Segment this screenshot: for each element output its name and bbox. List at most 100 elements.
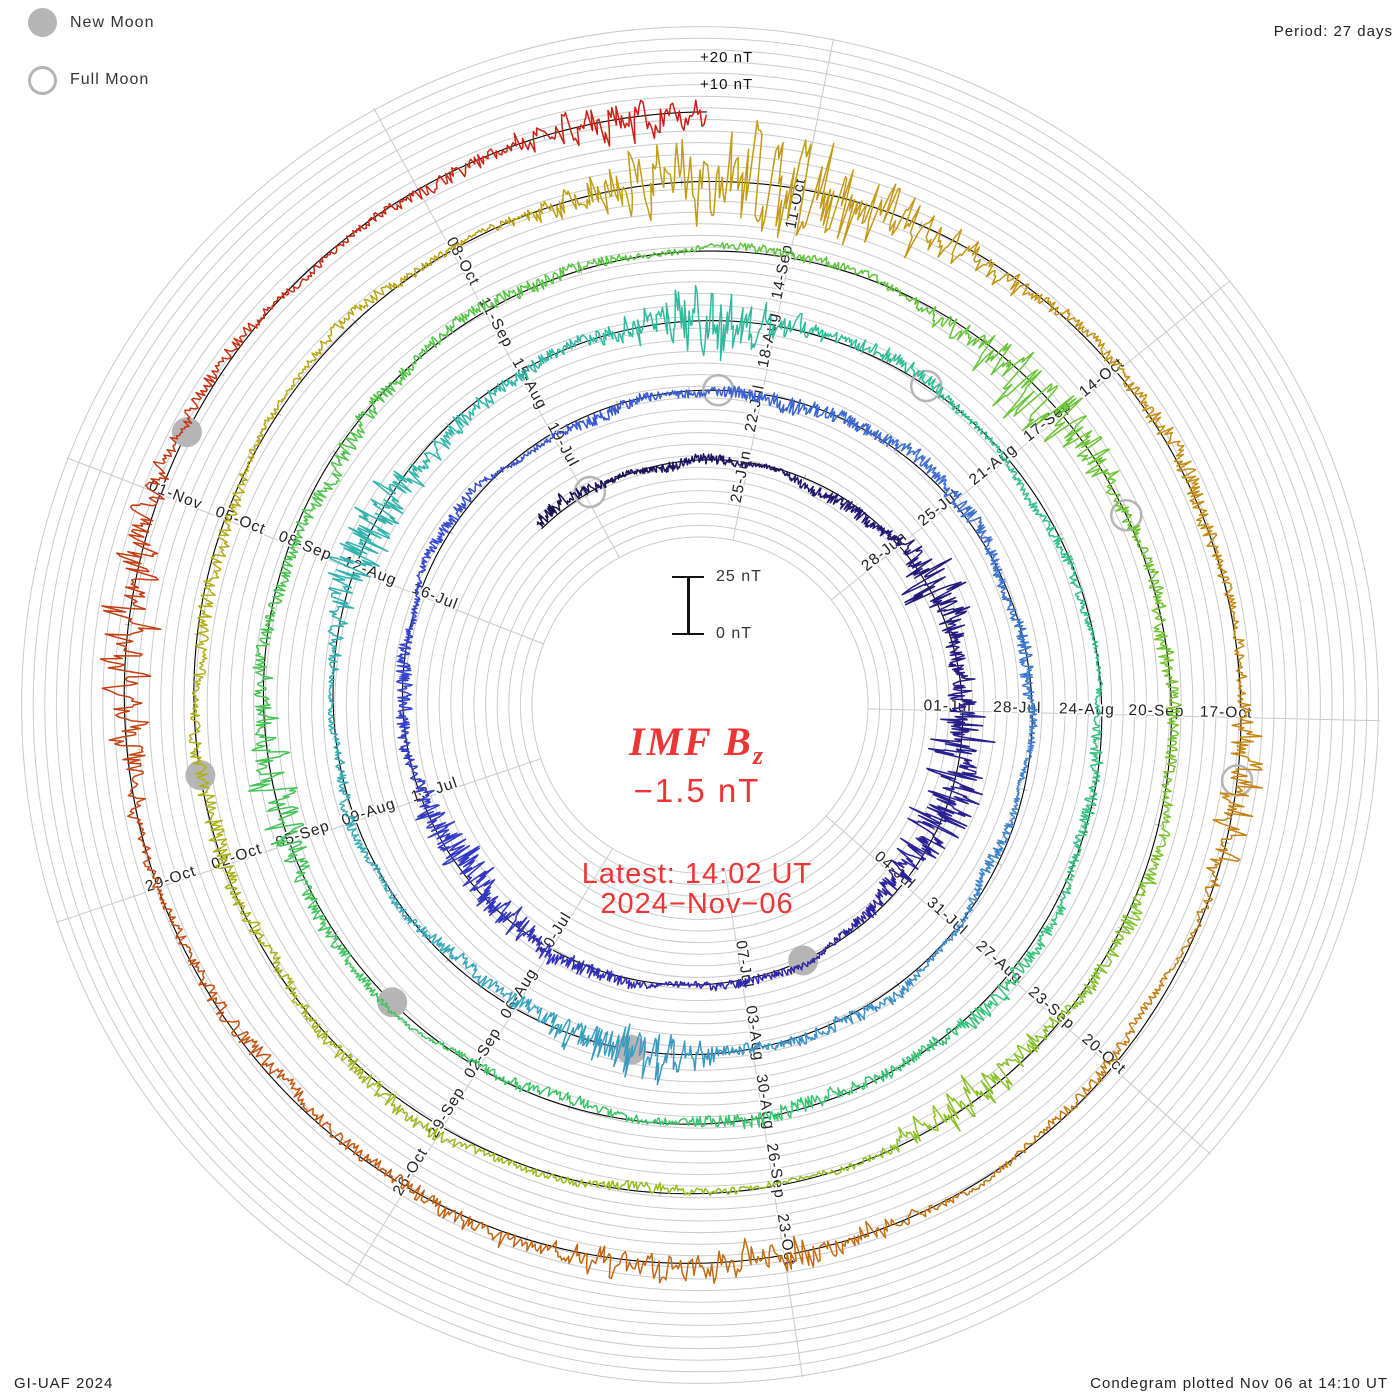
bz-trace-segment — [322, 1040, 366, 1080]
grid-ring — [276, 281, 1124, 1129]
bz-trace-segment — [992, 572, 1013, 606]
bz-trace-segment — [1048, 983, 1093, 1024]
grid-ring — [90, 95, 1310, 1315]
bz-trace-segment — [497, 1156, 548, 1179]
bz-trace-segment — [291, 1000, 329, 1045]
bz-trace-segment — [896, 1108, 939, 1153]
bz-trace-segment — [463, 132, 517, 178]
grid-ring — [369, 374, 1031, 1036]
bz-trace-segment — [1006, 948, 1041, 986]
bz-trace-segment — [1100, 1021, 1138, 1069]
bz-trace-segment — [605, 253, 654, 267]
bz-trace-segment — [402, 1111, 450, 1144]
bz-trace-segment — [891, 438, 924, 463]
grid-ring — [183, 188, 1217, 1222]
bz-trace-segment — [192, 756, 217, 809]
bz-trace-segment — [827, 1076, 868, 1101]
bz-trace-segment — [657, 284, 701, 352]
grid-ring — [195, 200, 1205, 1210]
grid-ring — [44, 49, 1356, 1361]
bz-trace-segment — [799, 1163, 851, 1180]
bz-trace-segment — [347, 282, 396, 316]
bz-trace-segment — [868, 1208, 927, 1239]
bz-trace-segment — [801, 142, 863, 246]
grid-ring — [403, 408, 997, 1002]
bz-trace-segment — [928, 932, 957, 962]
bz-trace-segment — [524, 1240, 583, 1265]
grid-ring — [450, 455, 950, 955]
bz-trace-segment — [661, 1034, 701, 1073]
bz-trace-segment — [905, 545, 953, 579]
bz-trace-segment — [896, 835, 946, 862]
bz-trace-segment — [1062, 426, 1111, 478]
bz-trace-segment — [232, 447, 257, 502]
bz-trace-segment — [1234, 647, 1251, 706]
bz-trace-segment — [395, 704, 413, 737]
bz-trace-segment — [442, 844, 485, 875]
grid-spoke — [66, 457, 544, 645]
grid-ring — [519, 524, 881, 886]
bz-trace-segment — [516, 271, 562, 300]
new-moon-icon — [28, 8, 57, 37]
bz-trace-segment — [926, 305, 971, 341]
date-label: 02-Sep — [461, 1025, 505, 1082]
bz-trace-segment — [525, 998, 559, 1035]
bz-trace-segment — [863, 518, 893, 537]
bz-trace-segment — [363, 852, 389, 887]
bz-trace-segment — [281, 527, 305, 573]
plotted-label: Condegram plotted Nov 06 at 14:10 UT — [1090, 1375, 1388, 1392]
bz-trace-segment — [807, 1016, 841, 1041]
bz-trace-segment — [126, 763, 146, 825]
bz-trace-segment — [551, 954, 585, 975]
bz-trace-segment — [152, 880, 183, 939]
bz-trace-segment — [370, 480, 407, 526]
bz-trace-segment — [447, 396, 481, 435]
bz-trace-segment — [251, 704, 280, 752]
bz-trace-segment — [395, 641, 412, 676]
bz-trace-segment — [635, 391, 668, 405]
bz-trace-segment — [580, 1245, 641, 1280]
bz-trace-segment — [979, 1053, 1025, 1104]
latest-value: −1.5 nT — [633, 772, 761, 809]
full-moon-marker — [909, 369, 943, 403]
bz-trace-segment — [411, 579, 423, 614]
bz-trace-segment — [699, 1237, 759, 1284]
grid-ring — [160, 165, 1240, 1245]
bz-trace-segment — [743, 1104, 787, 1130]
grid-spoke — [55, 758, 541, 924]
bz-trace-segment — [476, 895, 512, 924]
scalebar-top-label: 25 nT — [716, 568, 762, 585]
grid-ring — [461, 466, 939, 944]
bz-trace-segment — [569, 1095, 614, 1118]
bz-trace-segment — [757, 1235, 820, 1272]
bz-trace-segment — [1034, 509, 1064, 547]
bz-trace-segment — [611, 973, 641, 990]
bz-trace-segment — [448, 496, 472, 525]
bz-trace-segment — [984, 839, 1008, 874]
bz-trace-segment — [215, 857, 246, 909]
bz-trace-segment — [926, 761, 983, 796]
grid-ring — [102, 107, 1298, 1303]
bz-trace-segment — [538, 182, 594, 220]
bz-trace-segment — [1023, 1110, 1070, 1154]
bz-trace-segment — [750, 462, 777, 473]
bz-trace-segment — [856, 183, 921, 243]
bz-trace-segment — [438, 227, 489, 258]
bz-trace-segment — [1016, 634, 1034, 671]
bz-trace-segment — [492, 459, 524, 478]
bz-trace-segment — [929, 592, 971, 626]
bz-trace-segment — [827, 407, 860, 433]
bz-trace-segment — [188, 704, 202, 759]
bz-trace-segment — [553, 1018, 593, 1050]
bz-trace-segment — [345, 817, 368, 854]
bz-trace-segment — [1083, 945, 1120, 992]
bz-trace-segment — [652, 245, 701, 258]
bz-trace-segment — [247, 749, 298, 792]
bz-trace-segment — [1090, 704, 1103, 748]
date-label: 25-Jun — [728, 449, 755, 505]
bz-trace-segment — [735, 1041, 774, 1056]
bz-trace-segment — [319, 1121, 371, 1162]
bz-trace-segment — [732, 385, 767, 403]
bz-trace-segment — [747, 243, 796, 261]
